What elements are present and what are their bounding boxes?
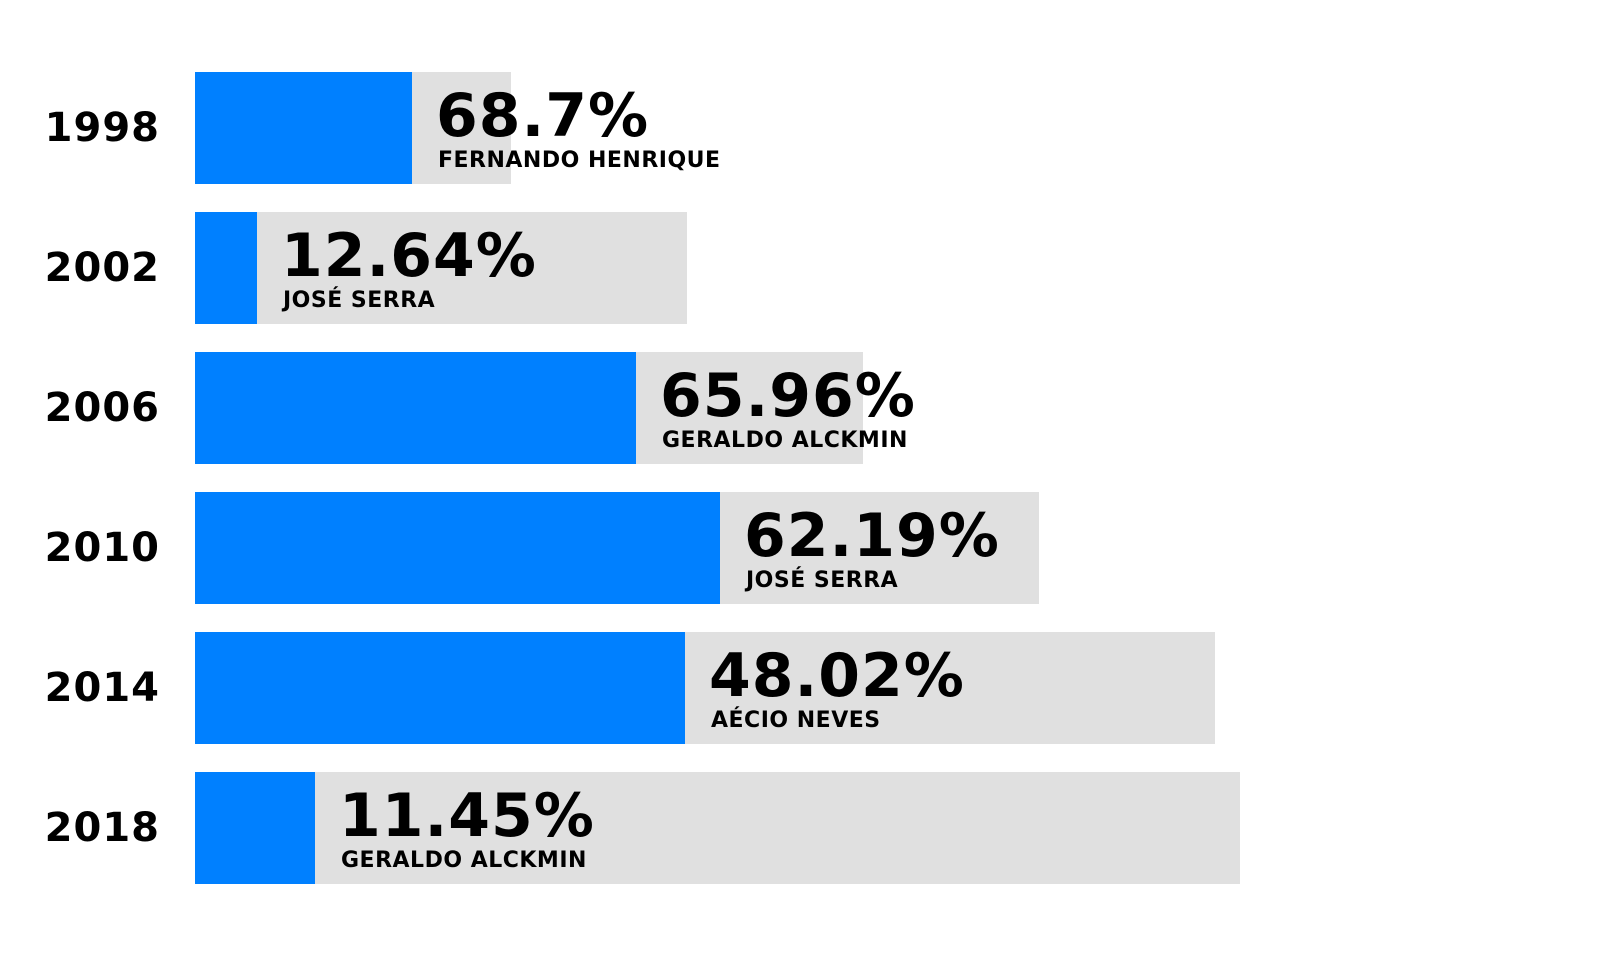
bar bbox=[195, 492, 720, 604]
data-label-value: 12.64% bbox=[281, 221, 537, 291]
bar-track bbox=[195, 772, 1240, 884]
bar bbox=[195, 212, 257, 324]
data-label-candidate: JOSÉ SERRA bbox=[746, 568, 899, 593]
data-label-candidate: GERALDO ALCKMIN bbox=[662, 428, 908, 453]
year-label: 2002 bbox=[44, 245, 160, 291]
data-label-value: 48.02% bbox=[709, 641, 965, 711]
data-label-value: 62.19% bbox=[744, 501, 1000, 571]
year-label: 2014 bbox=[44, 665, 160, 711]
data-label-candidate: GERALDO ALCKMIN bbox=[341, 848, 587, 873]
data-label-candidate: FERNANDO HENRIQUE bbox=[438, 148, 721, 173]
year-label: 2010 bbox=[44, 525, 160, 571]
year-label: 1998 bbox=[44, 105, 160, 151]
data-label-candidate: AÉCIO NEVES bbox=[711, 708, 881, 733]
data-label-value: 68.7% bbox=[436, 81, 650, 151]
bar bbox=[195, 72, 412, 184]
year-label: 2006 bbox=[44, 385, 160, 431]
bar bbox=[195, 772, 315, 884]
bar bbox=[195, 352, 636, 464]
bar bbox=[195, 632, 685, 744]
bar-track bbox=[195, 212, 687, 324]
data-label-value: 11.45% bbox=[339, 781, 595, 851]
data-label-value: 65.96% bbox=[660, 361, 916, 431]
data-label-candidate: JOSÉ SERRA bbox=[283, 288, 436, 313]
year-label: 2018 bbox=[44, 805, 160, 851]
